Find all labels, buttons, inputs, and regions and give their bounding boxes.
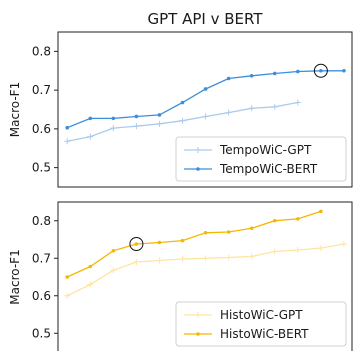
data-point xyxy=(249,226,254,231)
y-tick-label: 0.8 xyxy=(32,44,51,58)
data-point xyxy=(226,230,231,234)
data-point xyxy=(319,209,323,214)
y-tick-label: 0.8 xyxy=(32,214,51,228)
data-point xyxy=(65,125,70,130)
data-point xyxy=(179,256,186,262)
y-axis-label: Macro-F1 xyxy=(8,249,22,304)
legend-box xyxy=(175,136,347,182)
legend: HistoWiC-GPT HistoWiC-BERT xyxy=(175,301,347,347)
data-point xyxy=(296,217,300,221)
data-point xyxy=(340,241,347,247)
data-point xyxy=(271,248,278,255)
legend: TempoWiC-GPT TempoWiC-BERT xyxy=(175,136,347,182)
data-point xyxy=(134,242,139,246)
data-point xyxy=(64,292,71,299)
data-point xyxy=(64,138,71,145)
data-point xyxy=(88,264,93,269)
figure-title: GPT API v BERT xyxy=(147,10,263,28)
data-point xyxy=(111,248,116,253)
data-point xyxy=(65,275,70,279)
series-line xyxy=(66,210,322,278)
y-axis-label: Macro-F1 xyxy=(8,82,22,137)
legend-marker xyxy=(196,332,200,336)
data-point xyxy=(294,99,301,106)
data-point xyxy=(180,238,185,243)
data-point xyxy=(157,240,162,245)
legend-label: HistoWiC-BERT xyxy=(220,327,309,341)
data-point xyxy=(271,103,278,110)
panel-tempowic: 0.50.60.70.8Macro-F1TempoWiC-GPTTempoWiC… xyxy=(8,31,353,188)
data-point xyxy=(248,253,255,260)
data-point xyxy=(111,116,116,121)
data-point xyxy=(87,281,94,288)
data-point xyxy=(296,69,300,74)
data-point xyxy=(202,255,209,262)
data-point xyxy=(156,257,163,264)
legend-label: TempoWiC-BERT xyxy=(219,162,318,176)
data-point xyxy=(133,259,140,265)
data-point xyxy=(225,254,232,261)
legend-marker xyxy=(196,167,200,171)
data-point xyxy=(248,105,255,112)
data-point xyxy=(134,114,139,119)
data-point xyxy=(110,267,117,274)
y-tick-label: 0.7 xyxy=(32,251,51,265)
data-point xyxy=(317,245,324,252)
data-point xyxy=(272,71,277,76)
legend-label: HistoWiC-GPT xyxy=(220,308,303,322)
data-point xyxy=(319,68,323,73)
y-tick-label: 0.5 xyxy=(32,326,51,340)
data-point xyxy=(133,123,140,130)
legend-box xyxy=(175,301,347,347)
data-point xyxy=(110,125,117,132)
y-tick-label: 0.5 xyxy=(32,161,51,175)
legend-label: TempoWiC-GPT xyxy=(219,143,312,157)
data-point xyxy=(88,116,93,121)
data-point xyxy=(342,68,346,73)
data-point xyxy=(202,113,209,120)
panel-histowic: 0.50.60.70.8Macro-F1HistoWiC-GPTHistoWiC… xyxy=(8,201,353,351)
highlight-circle xyxy=(129,237,144,251)
plot-frame xyxy=(57,201,353,351)
plot-frame xyxy=(57,31,353,188)
data-point xyxy=(249,73,254,78)
y-tick-label: 0.6 xyxy=(32,289,51,303)
y-tick-label: 0.7 xyxy=(32,83,51,97)
data-point xyxy=(157,113,162,117)
data-point xyxy=(87,133,94,140)
data-point xyxy=(294,247,301,253)
highlight-circle xyxy=(313,63,328,78)
data-point xyxy=(179,117,186,124)
data-point xyxy=(226,76,231,81)
data-point xyxy=(180,100,185,105)
data-point xyxy=(225,109,232,116)
series-line xyxy=(66,243,345,297)
data-point xyxy=(203,230,208,235)
data-point xyxy=(156,120,163,127)
data-point xyxy=(272,218,277,223)
y-tick-label: 0.6 xyxy=(32,122,51,136)
data-point xyxy=(203,87,208,91)
